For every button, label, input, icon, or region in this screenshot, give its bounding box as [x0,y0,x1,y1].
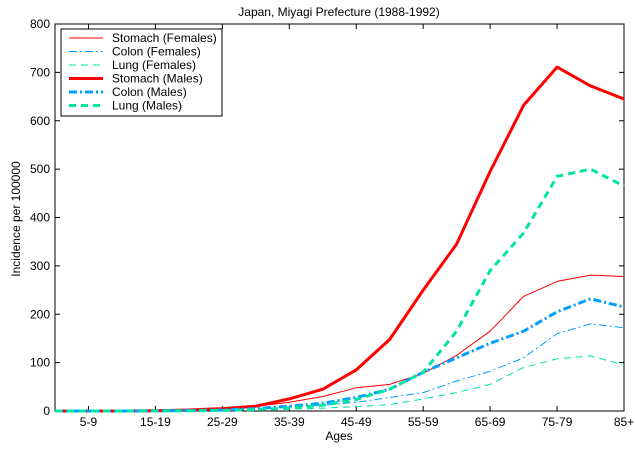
x-axis-label: Ages [325,429,352,443]
x-tick-label: 35-39 [274,415,305,429]
y-tick-label: 400 [30,211,50,225]
x-tick-label: 5-9 [80,415,98,429]
y-tick-label: 200 [30,307,50,321]
series-line-colon-males [55,297,625,413]
series-line-lung-females [55,355,625,412]
y-tick-label: 0 [43,404,50,418]
y-axis: 0 100 200 300 400 500 600 700 800 [30,17,624,418]
x-axis: 5-9 15-19 25-29 35-39 45-49 55-59 65-69 75-79 85… [80,24,634,429]
legend-label: Lung (Males) [112,99,182,113]
series-lines [55,65,625,413]
x-tick-label: 75-79 [542,415,573,429]
series-line-stomach-males [55,65,625,413]
series-line-colon-females [55,323,625,412]
y-tick-label: 500 [30,162,50,176]
x-tick-label: 85+ [614,415,634,429]
legend-label: Colon (Females) [112,45,201,59]
legend-label: Colon (Males) [112,85,187,99]
y-axis-label: Incidence per 100000 [9,161,23,277]
series-line-lung-males [55,167,625,413]
y-tick-label: 100 [30,356,50,370]
series-line-stomach-females [55,274,625,412]
y-tick-label: 700 [30,65,50,79]
x-tick-label: 45-49 [341,415,372,429]
x-tick-label: 15-19 [140,415,171,429]
legend: Stomach (Females)Colon (Females)Lung (Fe… [60,28,223,117]
chart-title: Japan, Miyagi Prefecture (1988-1992) [238,5,439,19]
legend-label: Stomach (Males) [112,72,203,86]
x-tick-label: 55-59 [408,415,439,429]
legend-label: Lung (Females) [112,58,196,72]
x-tick-label: 65-69 [475,415,506,429]
y-tick-label: 300 [30,259,50,273]
legend-label: Stomach (Females) [112,31,217,45]
legend-box [60,28,223,117]
y-tick-label: 800 [30,17,50,31]
y-tick-label: 600 [30,114,50,128]
x-tick-label: 25-29 [207,415,238,429]
